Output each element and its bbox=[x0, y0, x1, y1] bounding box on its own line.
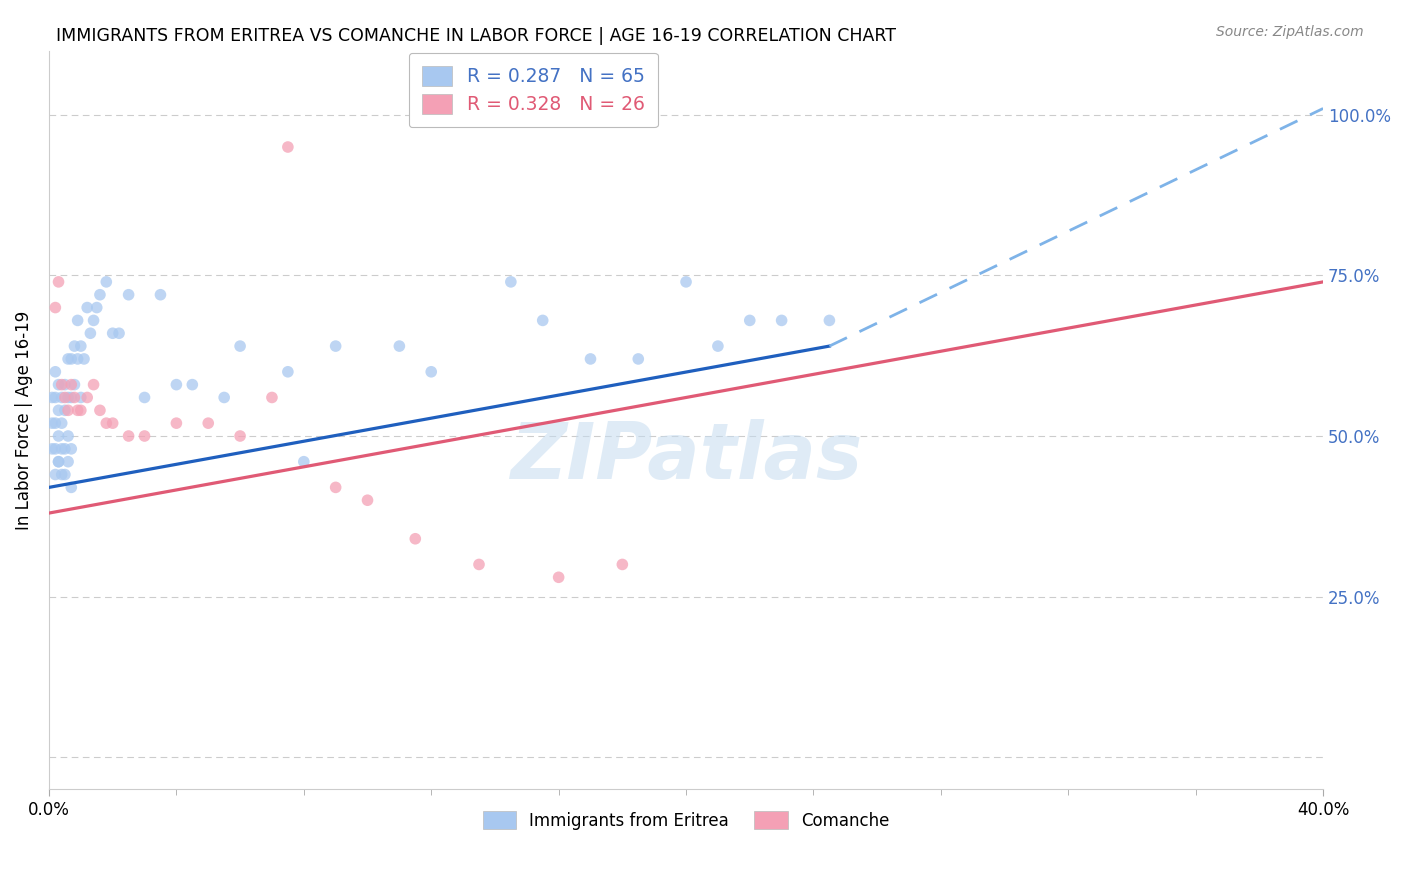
Point bbox=[404, 532, 426, 546]
Legend: Immigrants from Eritrea, Comanche: Immigrants from Eritrea, Comanche bbox=[477, 805, 896, 837]
Point bbox=[60, 377, 83, 392]
Point bbox=[76, 391, 98, 405]
Point bbox=[89, 403, 111, 417]
Point bbox=[44, 365, 66, 379]
Point bbox=[96, 416, 118, 430]
Point bbox=[468, 558, 491, 572]
Point bbox=[356, 493, 378, 508]
Point bbox=[66, 351, 89, 366]
Point bbox=[96, 275, 118, 289]
Point bbox=[44, 467, 66, 482]
Point bbox=[69, 339, 91, 353]
Point bbox=[73, 351, 96, 366]
Point bbox=[547, 570, 569, 584]
Point bbox=[51, 391, 73, 405]
Point bbox=[83, 313, 105, 327]
Point bbox=[60, 351, 83, 366]
Point bbox=[53, 467, 76, 482]
Point bbox=[48, 275, 70, 289]
Point bbox=[181, 377, 204, 392]
Point bbox=[48, 455, 70, 469]
Point bbox=[56, 455, 79, 469]
Point bbox=[63, 391, 86, 405]
Point bbox=[63, 339, 86, 353]
Point bbox=[56, 351, 79, 366]
Point bbox=[101, 326, 124, 341]
Point bbox=[66, 313, 89, 327]
Point bbox=[612, 558, 634, 572]
Point bbox=[44, 391, 66, 405]
Point bbox=[108, 326, 131, 341]
Point bbox=[51, 377, 73, 392]
Point bbox=[134, 429, 156, 443]
Point bbox=[738, 313, 761, 327]
Point bbox=[197, 416, 219, 430]
Text: IMMIGRANTS FROM ERITREA VS COMANCHE IN LABOR FORCE | AGE 16-19 CORRELATION CHART: IMMIGRANTS FROM ERITREA VS COMANCHE IN L… bbox=[56, 27, 896, 45]
Point bbox=[165, 416, 187, 430]
Point bbox=[51, 467, 73, 482]
Text: ZIPatlas: ZIPatlas bbox=[510, 419, 862, 495]
Point bbox=[675, 275, 697, 289]
Point bbox=[325, 480, 347, 494]
Point bbox=[63, 377, 86, 392]
Point bbox=[229, 429, 252, 443]
Point bbox=[627, 351, 650, 366]
Point bbox=[51, 442, 73, 456]
Point bbox=[79, 326, 101, 341]
Point bbox=[499, 275, 522, 289]
Point bbox=[818, 313, 841, 327]
Point bbox=[60, 480, 83, 494]
Point bbox=[101, 416, 124, 430]
Point bbox=[69, 391, 91, 405]
Point bbox=[41, 391, 63, 405]
Point bbox=[149, 287, 172, 301]
Point bbox=[48, 455, 70, 469]
Point bbox=[44, 442, 66, 456]
Point bbox=[48, 403, 70, 417]
Point bbox=[53, 442, 76, 456]
Point bbox=[48, 377, 70, 392]
Point bbox=[260, 391, 283, 405]
Y-axis label: In Labor Force | Age 16-19: In Labor Force | Age 16-19 bbox=[15, 310, 32, 530]
Point bbox=[212, 391, 235, 405]
Point bbox=[56, 429, 79, 443]
Point bbox=[89, 287, 111, 301]
Point bbox=[292, 455, 315, 469]
Point bbox=[277, 140, 299, 154]
Point bbox=[44, 416, 66, 430]
Point bbox=[531, 313, 554, 327]
Point bbox=[707, 339, 730, 353]
Point bbox=[388, 339, 411, 353]
Point bbox=[56, 391, 79, 405]
Point bbox=[41, 442, 63, 456]
Point bbox=[579, 351, 602, 366]
Point bbox=[770, 313, 793, 327]
Point bbox=[117, 287, 139, 301]
Point bbox=[56, 403, 79, 417]
Point bbox=[66, 403, 89, 417]
Point bbox=[229, 339, 252, 353]
Point bbox=[60, 391, 83, 405]
Point bbox=[53, 403, 76, 417]
Point bbox=[60, 442, 83, 456]
Point bbox=[117, 429, 139, 443]
Point bbox=[76, 301, 98, 315]
Point bbox=[83, 377, 105, 392]
Point bbox=[134, 391, 156, 405]
Point bbox=[86, 301, 108, 315]
Point bbox=[51, 416, 73, 430]
Point bbox=[420, 365, 443, 379]
Point bbox=[41, 416, 63, 430]
Point bbox=[48, 429, 70, 443]
Point bbox=[165, 377, 187, 392]
Point bbox=[53, 391, 76, 405]
Point bbox=[44, 301, 66, 315]
Point bbox=[53, 377, 76, 392]
Point bbox=[69, 403, 91, 417]
Text: Source: ZipAtlas.com: Source: ZipAtlas.com bbox=[1216, 25, 1364, 39]
Point bbox=[277, 365, 299, 379]
Point bbox=[325, 339, 347, 353]
